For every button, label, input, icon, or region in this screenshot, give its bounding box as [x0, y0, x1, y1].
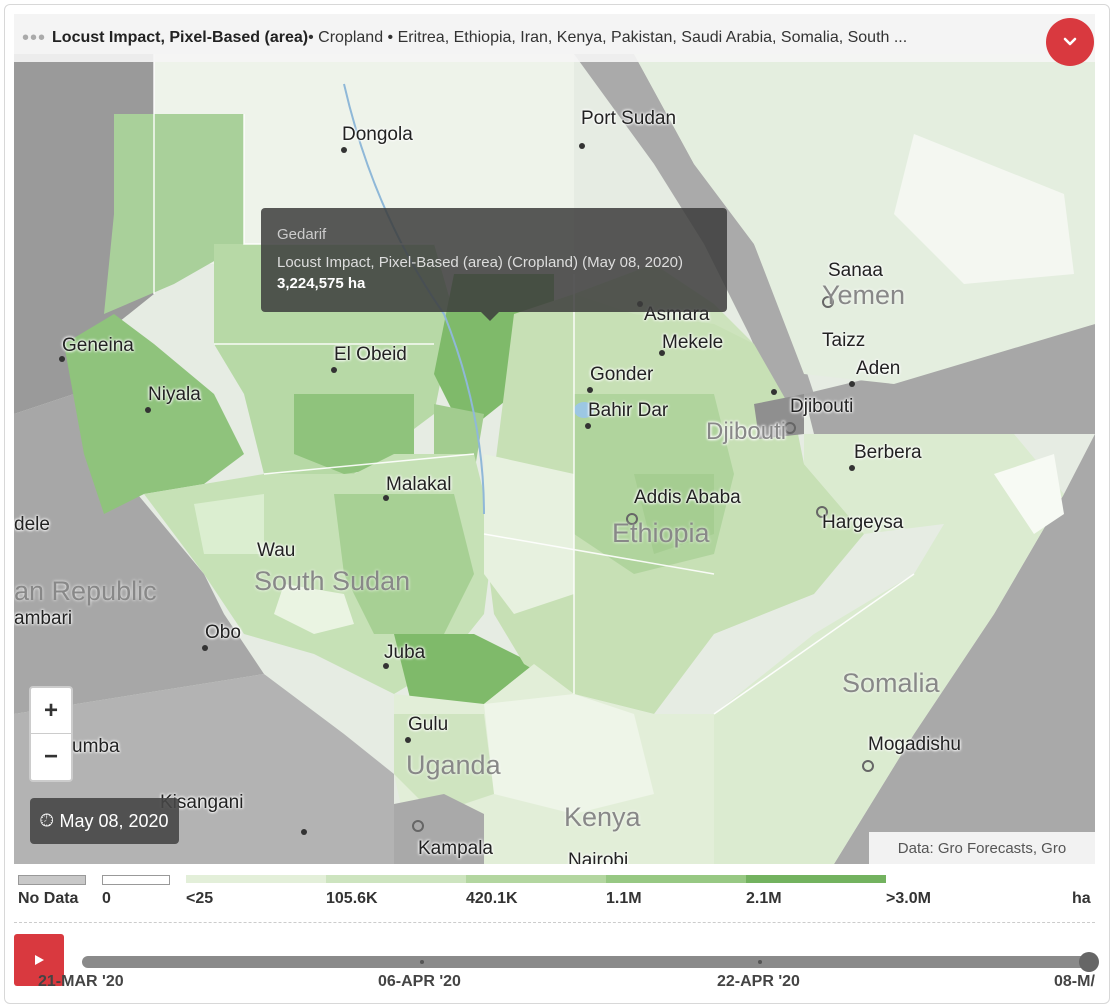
map-label-kisangani: Kisangani — [160, 792, 244, 813]
legend-label-1: <25 — [186, 890, 214, 907]
metric-title: Locust Impact, Pixel-Based (area) — [52, 29, 309, 46]
legend-unit: ha — [1072, 890, 1091, 907]
map-label-south-sudan: South Sudan — [254, 566, 411, 596]
map-label-niyala: Niyala — [148, 384, 201, 405]
timeline-label-start: 21-MAR '20 — [38, 973, 124, 990]
map-title-bar: ••• Locust Impact, Pixel-Based (area) • … — [14, 14, 1095, 62]
map-label-berbera: Berbera — [854, 442, 922, 463]
legend-swatch-5 — [746, 875, 886, 883]
timeline-label-3: 22-APR '20 — [717, 973, 800, 990]
map-label-somalia: Somalia — [842, 668, 940, 698]
collapse-button[interactable] — [1046, 18, 1094, 66]
metric-subtitle: • Cropland • Eritrea, Ethiopia, Iran, Ke… — [308, 29, 908, 46]
play-button[interactable] — [14, 934, 64, 986]
map-label-hargeysa: Hargeysa — [822, 512, 904, 533]
zoom-in-button[interactable]: + — [31, 688, 71, 734]
legend-divider — [14, 922, 1095, 923]
region-tooltip: Gedarif Locust Impact, Pixel-Based (area… — [261, 208, 727, 321]
tooltip-region: Gedarif — [277, 226, 327, 243]
map-label-el-obeid: El Obeid — [334, 344, 407, 365]
current-date: May 08, 2020 — [59, 810, 169, 831]
legend-label-2: 105.6K — [326, 890, 378, 907]
legend-swatch-1 — [186, 875, 326, 883]
tooltip-value: 3,224,575 ha — [277, 275, 366, 292]
legend-swatch-2 — [326, 875, 466, 883]
map-label-kenya: Kenya — [564, 802, 641, 832]
map-label-juba: Juba — [384, 642, 426, 663]
tooltip-metric: Locust Impact, Pixel-Based (area) (Cropl… — [277, 254, 684, 271]
map-label-obo: Obo — [205, 622, 241, 643]
play-icon — [35, 955, 44, 965]
map-label-idele: dele — [14, 514, 50, 535]
map-label-nairobi: Nairobi — [568, 850, 629, 864]
choropleth-map[interactable]: Dongola Port Sudan Sanaa Yemen Asmara Ge… — [14, 14, 1095, 864]
map-label-central-african-republic: an Republic — [14, 576, 157, 606]
legend-label-5: 2.1M — [746, 890, 782, 907]
map-label-ethiopia: Ethiopia — [612, 518, 710, 548]
map-label-aden: Aden — [856, 358, 901, 379]
timeline-tick — [758, 960, 762, 964]
current-date-badge: 🕗︎ May 08, 2020 — [30, 798, 179, 844]
map-label-yemen: Yemen — [822, 280, 906, 310]
map-label-mogadishu: Mogadishu — [868, 734, 961, 755]
map-label-addis-ababa: Addis Ababa — [634, 487, 741, 508]
legend-swatch-4 — [606, 875, 746, 883]
legend-label-3: 420.1K — [466, 890, 518, 907]
map-label-djibouti-country: Djibouti — [706, 418, 787, 445]
map-label-gonder: Gonder — [590, 364, 654, 385]
chevron-down-icon — [1063, 37, 1077, 46]
map-label-bahir-dar: Bahir Dar — [588, 400, 669, 421]
timeline-label-end: 08-M/ — [1054, 973, 1095, 990]
timeline-tick — [420, 960, 424, 964]
map-label-dongola: Dongola — [342, 124, 413, 145]
map-label-bumba: umba — [72, 736, 120, 757]
map-label-taizz: Taizz — [822, 330, 866, 351]
map-label-port-sudan: Port Sudan — [581, 108, 677, 129]
legend-label-no-data: No Data — [18, 890, 79, 907]
legend-swatch-zero — [102, 875, 170, 885]
timeline-label-2: 06-APR '20 — [378, 973, 461, 990]
city-markers — [59, 143, 855, 835]
map-canvas[interactable] — [14, 14, 1095, 864]
map-label-uganda: Uganda — [406, 750, 501, 780]
map-attribution: Data: Gro Forecasts, Gro — [869, 832, 1095, 864]
map-label-malakal: Malakal — [386, 474, 452, 495]
map-label-djibouti-city: Djibouti — [790, 396, 854, 417]
map-legend: No Data 0 <25 105.6K 420.1K 1.1M 2.1M >3… — [14, 870, 1095, 920]
legend-label-6: >3.0M — [886, 890, 931, 907]
legend-swatch-no-data — [18, 875, 86, 885]
legend-swatch-3 — [466, 875, 606, 883]
legend-label-zero: 0 — [102, 890, 111, 907]
map-label-sanaa: Sanaa — [828, 260, 883, 281]
zoom-out-button[interactable]: − — [43, 742, 58, 770]
map-label-gulu: Gulu — [408, 714, 449, 735]
clock-icon: 🕗︎ — [40, 811, 54, 830]
map-label-geneina: Geneina — [62, 335, 134, 356]
zoom-control: + − — [29, 686, 73, 782]
more-options-icon[interactable]: ••• — [22, 26, 47, 49]
map-label-wau: Wau — [257, 540, 296, 561]
timeline-handle[interactable] — [1079, 952, 1099, 972]
map-label-kampala: Kampala — [418, 838, 493, 859]
legend-label-4: 1.1M — [606, 890, 642, 907]
map-label-bambari: ambari — [14, 608, 73, 629]
timeline-slider[interactable] — [82, 952, 1099, 972]
map-label-mekele: Mekele — [662, 332, 724, 353]
